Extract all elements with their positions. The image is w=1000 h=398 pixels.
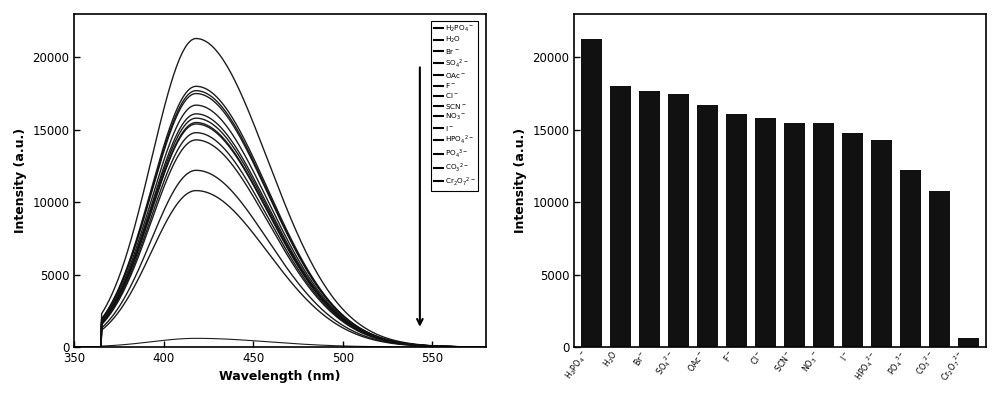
Bar: [668, 94, 689, 347]
Bar: [929, 191, 950, 347]
Bar: [871, 140, 892, 347]
Legend: H$_2$PO$_4$$^-$, H$_2$O, Br$^-$, SO$_4$$^{2-}$, OAc$^-$, F$^-$, Cl$^-$, SCN$^-$,: H$_2$PO$_4$$^-$, H$_2$O, Br$^-$, SO$_4$$…: [431, 21, 478, 191]
Bar: [784, 123, 805, 347]
Bar: [726, 114, 747, 347]
Y-axis label: Intensity (a.u.): Intensity (a.u.): [14, 128, 27, 233]
Bar: [958, 338, 979, 347]
Bar: [842, 133, 863, 347]
X-axis label: Wavelength (nm): Wavelength (nm): [219, 371, 341, 383]
Y-axis label: Intensity (a.u.): Intensity (a.u.): [514, 128, 527, 233]
Bar: [697, 105, 718, 347]
Bar: [813, 123, 834, 347]
Bar: [581, 39, 602, 347]
Bar: [755, 118, 776, 347]
Bar: [639, 91, 660, 347]
Bar: [900, 170, 921, 347]
Bar: [610, 86, 631, 347]
